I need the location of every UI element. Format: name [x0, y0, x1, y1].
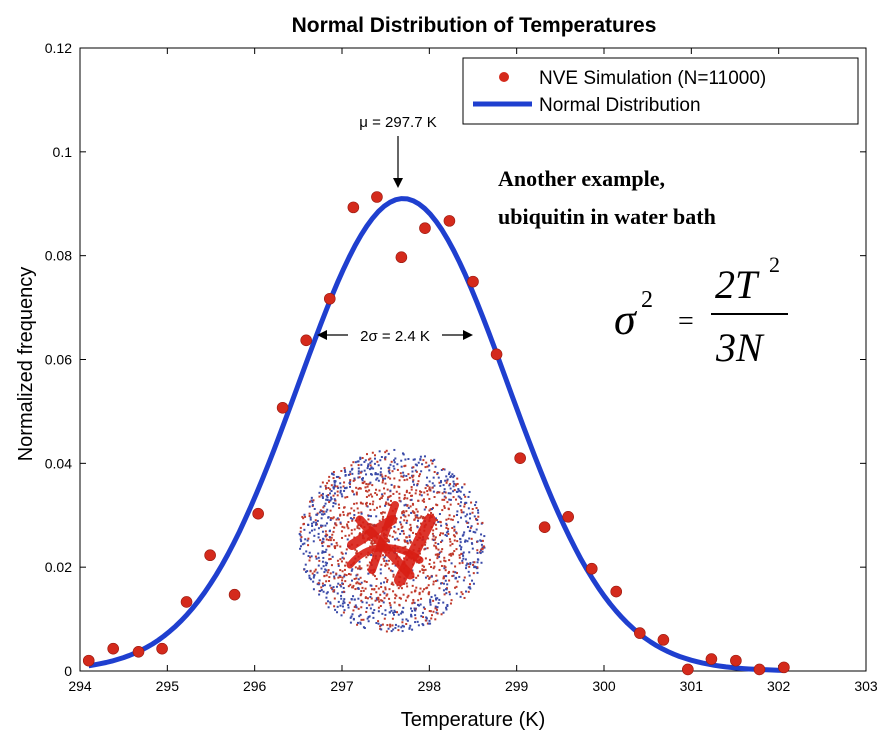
simulation-point	[585, 562, 598, 575]
simulation-point	[82, 654, 95, 667]
overlay-heading-line-1: Another example,	[498, 166, 665, 191]
formula-equals: =	[678, 306, 694, 337]
x-tick-label: 298	[418, 678, 442, 694]
simulation-point	[276, 401, 289, 414]
y-tick-label: 0.08	[45, 248, 72, 264]
simulation-point	[132, 645, 145, 658]
simulation-point	[107, 642, 119, 655]
formula-denominator: 3N	[715, 325, 765, 370]
overlay-heading-line-2: ubiquitin in water bath	[498, 204, 716, 229]
simulation-point	[730, 654, 742, 667]
y-tick-label: 0.1	[53, 144, 73, 160]
simulation-point	[753, 663, 766, 676]
x-tick-label: 303	[854, 678, 878, 694]
x-tick-label: 302	[767, 678, 791, 694]
x-axis: 294 295 296 297 298 299 300 301 302 303	[68, 48, 878, 694]
simulation-point	[514, 452, 526, 464]
simulation-point	[156, 642, 168, 655]
legend-label-normal: Normal Distribution	[539, 95, 701, 116]
normal-distribution-line	[88, 196, 784, 673]
simulation-point	[204, 549, 216, 562]
simulation-point	[538, 521, 551, 533]
x-tick-label: 296	[243, 678, 267, 694]
x-tick-label: 294	[68, 678, 92, 694]
x-tick-label: 299	[505, 678, 529, 694]
x-tick-label: 295	[156, 678, 180, 694]
y-tick-label: 0.12	[45, 40, 72, 56]
simulation-point	[467, 275, 479, 288]
formula-lhs-exponent: 2	[641, 287, 653, 313]
y-tick-label: 0.04	[45, 455, 72, 471]
x-tick-label: 300	[592, 678, 616, 694]
ubiquitin-water-bath-illustration	[298, 448, 486, 633]
simulation-point	[705, 653, 718, 665]
simulation-point	[490, 348, 503, 361]
formula-numerator: 2T	[715, 262, 760, 307]
simulation-point	[323, 292, 336, 305]
simulation-point	[634, 627, 646, 639]
simulation-point	[252, 507, 264, 520]
simulation-points	[82, 191, 790, 676]
simulation-point	[395, 251, 408, 264]
x-axis-label: Temperature (K)	[401, 709, 546, 731]
simulation-point	[443, 215, 456, 227]
formula-numerator-exponent: 2	[769, 252, 780, 277]
simulation-point	[300, 334, 312, 347]
legend-label-simulation: NVE Simulation (N=11000)	[539, 68, 766, 89]
formula-lhs: σ	[614, 295, 638, 344]
simulation-point	[657, 634, 670, 646]
y-tick-label: 0	[64, 663, 72, 679]
legend-marker-simulation	[499, 72, 509, 82]
mu-label: μ = 297.7 K	[359, 114, 436, 131]
sigma-label: 2σ = 2.4 K	[360, 328, 430, 345]
y-axis-label: Normalized frequency	[15, 267, 37, 462]
simulation-point	[682, 663, 694, 676]
simulation-point	[610, 585, 623, 598]
simulation-point	[180, 596, 193, 608]
x-tick-label: 301	[680, 678, 704, 694]
chart-title: Normal Distribution of Temperatures	[292, 14, 657, 37]
y-tick-label: 0.06	[45, 352, 72, 368]
simulation-point	[347, 201, 360, 214]
sigma-annotation: 2σ = 2.4 K	[317, 328, 473, 345]
simulation-point	[562, 511, 574, 523]
variance-formula: σ 2 = 2T 2 3N	[614, 252, 788, 370]
simulation-point	[778, 661, 790, 674]
y-tick-label: 0.02	[45, 559, 72, 575]
mu-annotation: μ = 297.7 K	[359, 114, 437, 188]
simulation-point	[228, 588, 241, 601]
legend-box	[462, 57, 859, 125]
y-axis: 0 0.02 0.04 0.06 0.08 0.1 0.12	[45, 40, 866, 679]
simulation-point	[419, 222, 431, 234]
x-tick-label: 297	[330, 678, 354, 694]
legend: NVE Simulation (N=11000) Normal Distribu…	[462, 57, 859, 125]
simulation-point	[371, 191, 383, 203]
